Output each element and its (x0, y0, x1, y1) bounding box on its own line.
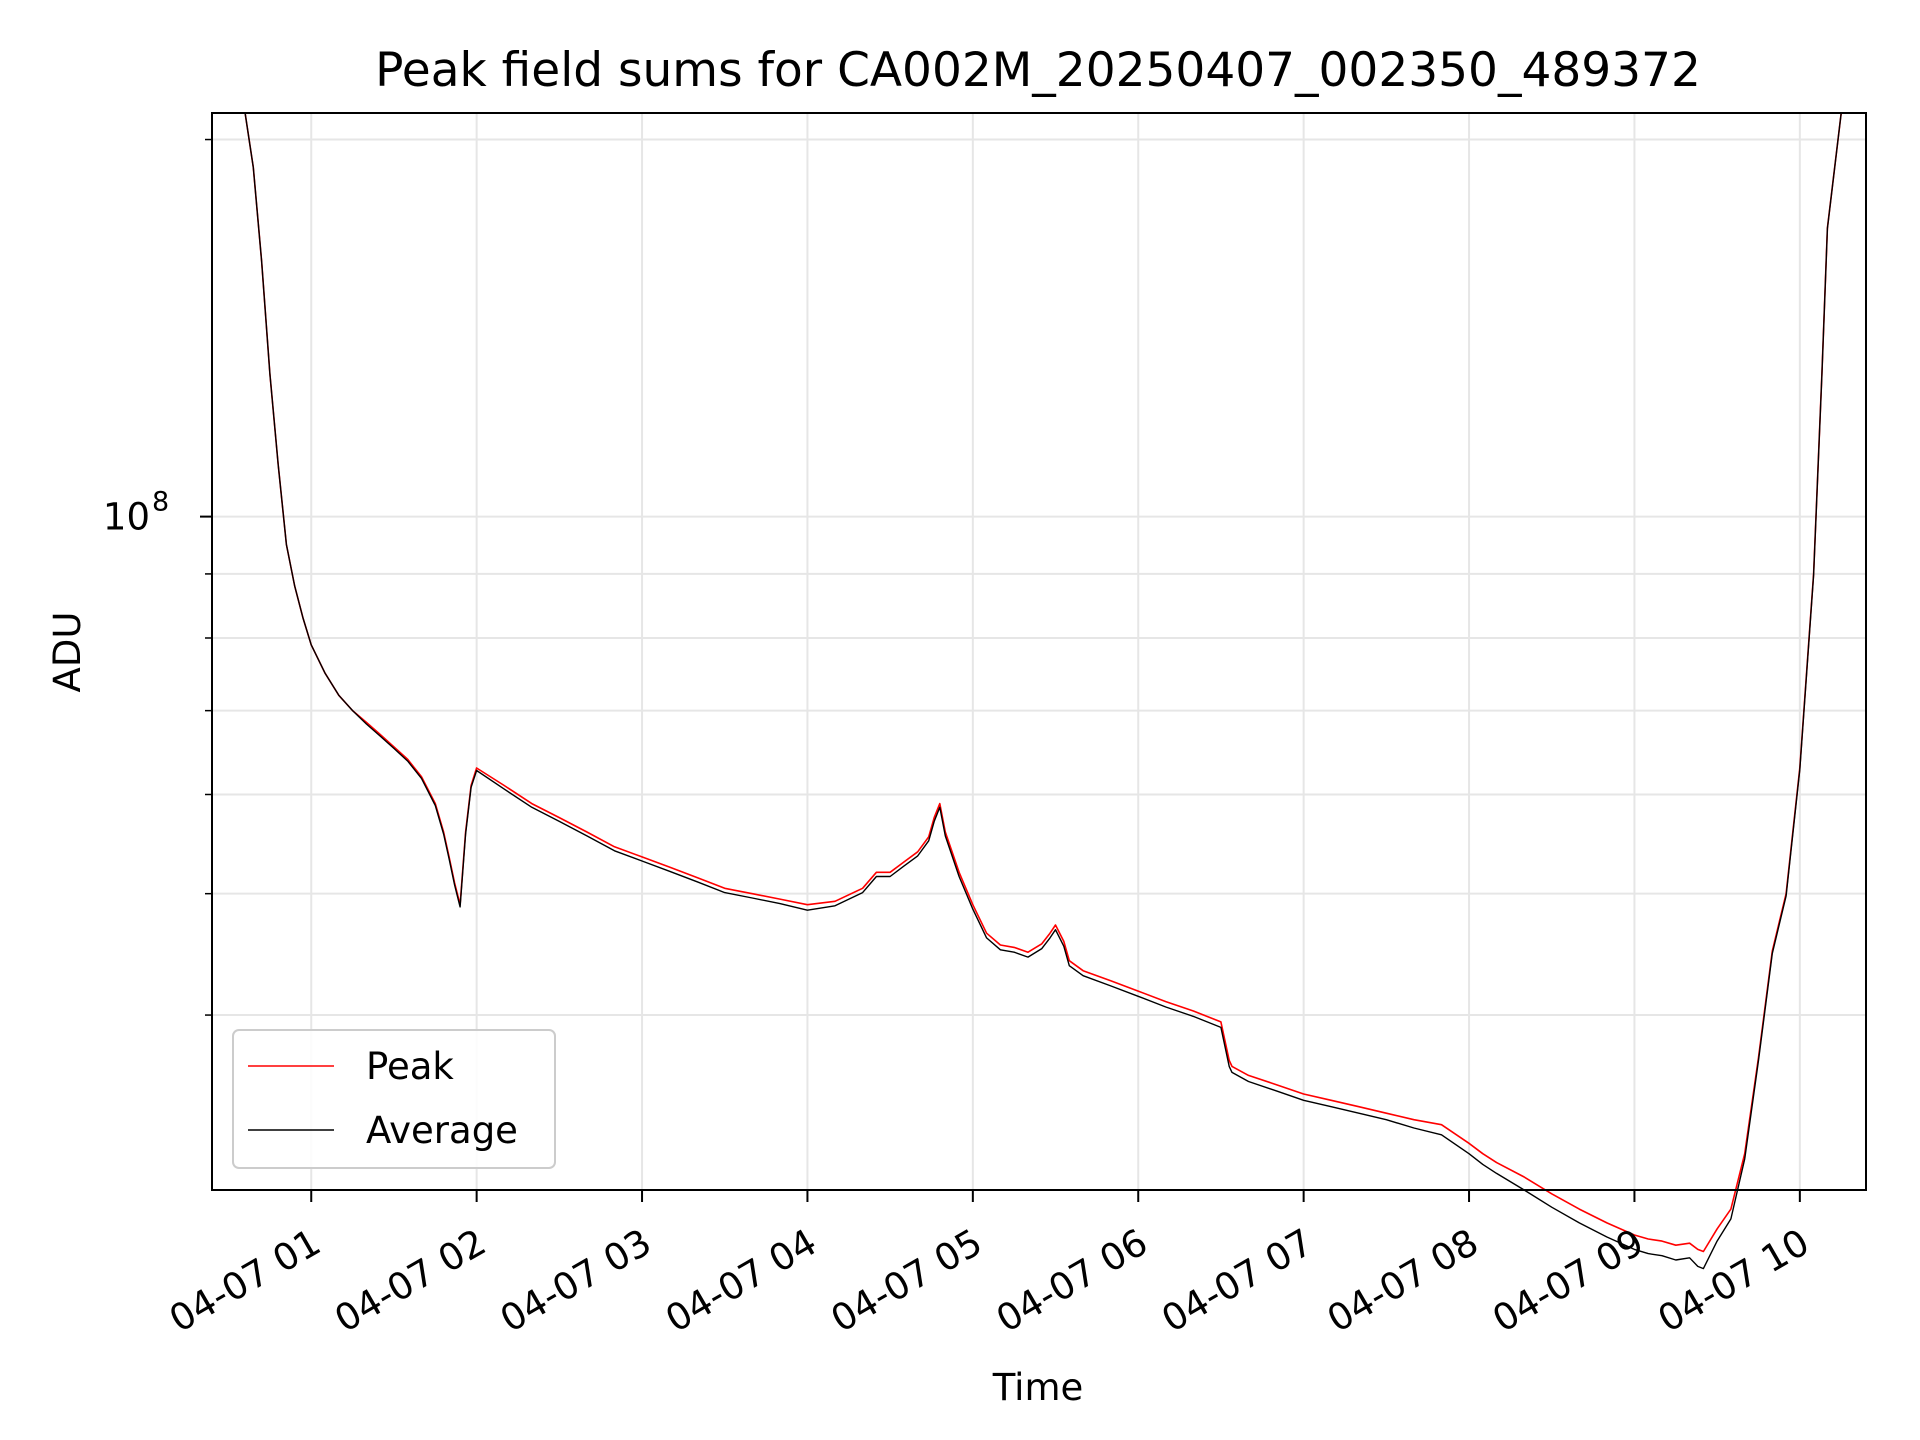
series-line-peak (212, 112, 1866, 1253)
y-tick-label: 10 (103, 496, 150, 539)
legend: Peak Average (232, 1029, 556, 1169)
plot-frame (211, 112, 1867, 1191)
y-axis: 10 8 (103, 138, 212, 1016)
chart-title: Peak field sums for CA002M_20250407_0023… (375, 43, 1701, 98)
x-axis-label: Time (992, 1366, 1084, 1409)
grid (212, 113, 1866, 1190)
y-axis-label: ADU (46, 612, 89, 693)
legend-label-average: Average (366, 1109, 518, 1152)
legend-box (232, 1029, 556, 1169)
series-layer (212, 112, 1866, 1270)
legend-label-peak: Peak (366, 1045, 454, 1088)
y-tick-label-exponent: 8 (152, 487, 169, 518)
series-line-average (212, 112, 1866, 1270)
